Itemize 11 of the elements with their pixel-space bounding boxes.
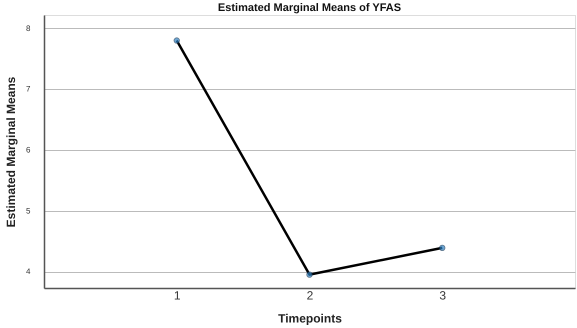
y-tick-label: 6 (26, 145, 32, 154)
y-tick-label: 7 (26, 84, 32, 94)
x-axis-title: Timepoints (278, 312, 342, 326)
y-tick-label: 4 (26, 267, 32, 276)
x-tick-label: 3 (439, 288, 446, 302)
y-tick-label: 5 (26, 206, 32, 216)
x-tick-label: 2 (306, 288, 314, 302)
y-tick-label: 8 (26, 24, 32, 33)
chart-title: Estimated Marginal Means of YFAS (218, 2, 402, 14)
x-tick-label: 1 (174, 288, 181, 302)
y-axis-title: Estimated Marginal Means (4, 76, 18, 228)
